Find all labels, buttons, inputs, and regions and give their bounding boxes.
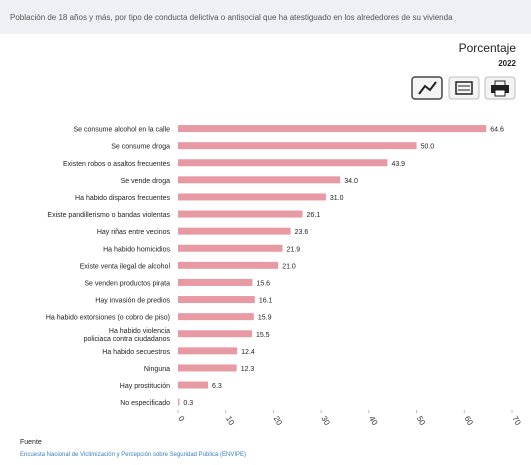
bar	[178, 176, 341, 184]
source-link[interactable]: Encuesta Nacional de Victimización y Per…	[20, 452, 246, 458]
value-label: 26.1	[307, 212, 321, 219]
value-label: 43.9	[391, 161, 405, 168]
y-tick-label: Se vende droga	[121, 178, 171, 185]
bar	[178, 244, 283, 252]
y-tick-label: Se venden productos pirata	[84, 280, 170, 287]
value-label: 31.0	[330, 195, 344, 202]
y-tick-label: Ha habido homicidios	[103, 246, 170, 253]
x-tick-label: 0	[176, 415, 186, 424]
y-tick-label: Hay prostitución	[120, 383, 170, 390]
bar	[178, 278, 253, 286]
bar	[178, 381, 209, 389]
table-button[interactable]	[448, 76, 480, 100]
value-label: 23.6	[295, 229, 309, 236]
value-label: 50.0	[421, 144, 435, 151]
value-label: 64.6	[490, 127, 504, 134]
unit-label: Porcentaje	[459, 41, 517, 55]
y-tick-label: Ha habido extorsiones (o cobro de piso)	[46, 315, 170, 322]
y-tick-label: Ha habido secuestros	[102, 349, 170, 356]
year-label: 2022	[498, 59, 516, 68]
value-label: 16.1	[259, 298, 273, 305]
bar	[178, 313, 254, 321]
bar	[178, 159, 388, 167]
x-tick-label: 30	[319, 415, 332, 428]
y-tick-label: Hay invasión de predios	[95, 298, 170, 305]
header-band	[0, 0, 531, 34]
value-label: 15.6	[256, 280, 270, 287]
y-tick-label: Ninguna	[144, 366, 170, 373]
value-label: 0.3	[183, 400, 193, 407]
y-tick-label: Se consume alcohol en la calle	[73, 127, 170, 134]
bar	[178, 347, 238, 355]
value-label: 21.9	[286, 246, 300, 253]
value-label: 34.0	[344, 178, 358, 185]
y-tick-label: Existe venta ilegal de alcohol	[80, 263, 171, 270]
y-tick-label: Ha habido violencia policiaca contra ciud…	[84, 328, 171, 343]
x-tick-label: 10	[224, 415, 237, 428]
x-tick-label: 70	[510, 415, 523, 428]
bar	[178, 125, 487, 133]
value-label: 15.9	[258, 315, 272, 322]
x-tick-label: 40	[367, 415, 380, 428]
bar	[178, 261, 279, 269]
y-tick-label: Existe pandillerismo o bandas violentas	[47, 212, 170, 219]
value-label: 21.0	[282, 263, 296, 270]
bar	[178, 227, 291, 235]
bar	[178, 398, 180, 406]
value-label: 12.3	[241, 366, 255, 373]
bar	[178, 330, 252, 338]
x-tick-label: 60	[463, 415, 476, 428]
bar	[178, 142, 417, 150]
line-chart-button[interactable]	[411, 76, 443, 100]
y-tick-label: Ha habido disparos frecuentes	[75, 195, 170, 202]
chart-title: Población de 18 años y más, por tipo de …	[10, 13, 453, 22]
bar	[178, 210, 303, 218]
value-label: 15.5	[256, 332, 270, 339]
source-label: Fuente	[20, 439, 42, 446]
bar	[178, 296, 255, 304]
y-tick-label: No especificado	[120, 400, 170, 407]
y-tick-label: Hay riñas entre vecinos	[97, 229, 171, 236]
bar	[178, 364, 237, 372]
bar	[178, 193, 326, 201]
x-tick-label: 50	[415, 415, 428, 428]
value-label: 12.4	[241, 349, 255, 356]
value-label: 6.3	[212, 383, 222, 390]
y-tick-label: Se consume droga	[111, 144, 170, 151]
y-tick-label: Existen robos o asaltos frecuentes	[63, 161, 171, 168]
print-button[interactable]	[484, 76, 516, 100]
x-tick-label: 20	[272, 415, 285, 428]
